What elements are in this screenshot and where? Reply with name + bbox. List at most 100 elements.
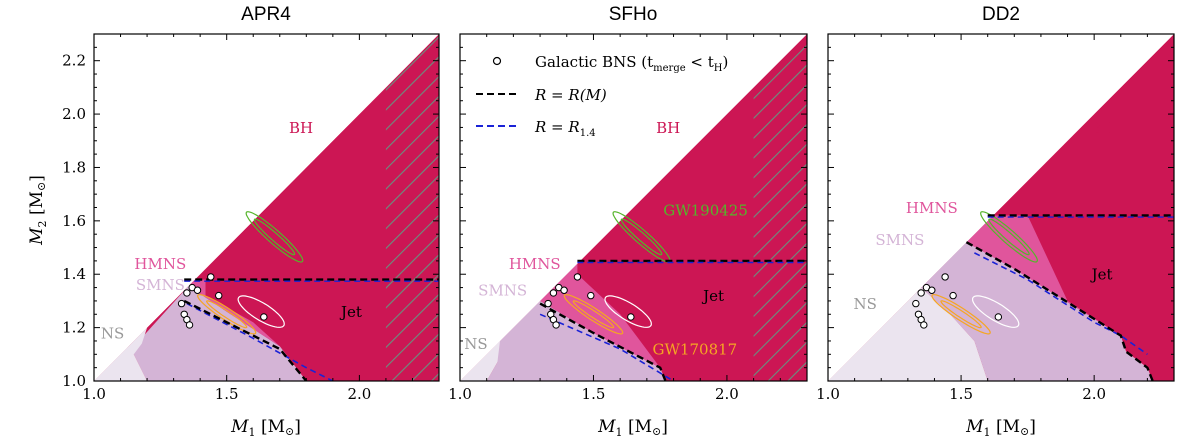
legend: Galactic BNS (tmerge < tH) R = R(M) R = … bbox=[476, 53, 728, 139]
x-tick-label: 1.0 bbox=[816, 385, 840, 403]
x-tick-label: 2.0 bbox=[347, 385, 371, 403]
y-axis-label-sub: 2 bbox=[36, 220, 49, 227]
y-axis-label: M2 [M⊙] bbox=[27, 175, 49, 246]
y-axis-label-unit: [M bbox=[27, 191, 47, 220]
region-label-smns: SMNS bbox=[478, 282, 527, 300]
x-label-main-2: M bbox=[965, 417, 984, 437]
threshold-rm-curve bbox=[965, 241, 1154, 381]
x-axis-label-sfho: M1 [M⊙] bbox=[597, 417, 668, 439]
galactic-bns-point bbox=[183, 289, 191, 297]
annotation-gw170817: GW170817 bbox=[653, 340, 738, 358]
region-label-smns: SMNS bbox=[875, 231, 924, 249]
region-smns bbox=[133, 284, 307, 381]
region-hatch bbox=[753, 34, 807, 381]
gw190425-contour-inner bbox=[620, 218, 663, 256]
gw170817-contour-outer bbox=[931, 293, 991, 335]
annotation-gw190425: GW190425 bbox=[663, 202, 748, 220]
region-label-jet: Jet bbox=[701, 287, 724, 305]
region-label-hmns: HMNS bbox=[509, 255, 561, 273]
x-label-sun-1: ⊙ bbox=[652, 425, 661, 438]
y-tick-label: 1.2 bbox=[62, 319, 86, 337]
region-label-jet: Jet bbox=[1090, 266, 1113, 284]
region-label-smns: SMNS bbox=[136, 276, 185, 294]
x-label-unit-2: [M bbox=[991, 417, 1020, 437]
galactic-bns-point bbox=[215, 291, 223, 300]
galactic-bns-point bbox=[185, 321, 194, 329]
x-label-sub-1: 1 bbox=[616, 426, 623, 439]
galactic-bns-point bbox=[177, 299, 186, 308]
panel-title-apr4: APR4 bbox=[241, 4, 291, 25]
panel-apr4: BH HMNS SMNS NS Jet 1.0 1.5 2.0 1.0 1.2 1.4 1.6 1.8 2… bbox=[62, 33, 440, 403]
y-axis-label-main: M bbox=[27, 227, 47, 246]
region-label-bh: BH bbox=[656, 119, 680, 137]
galactic-bns-point bbox=[544, 299, 552, 308]
region-label-hmns: HMNS bbox=[906, 199, 958, 217]
legend-rm-label: R = R(M) bbox=[534, 86, 607, 104]
x-label-sub-2: 1 bbox=[984, 426, 991, 439]
gw190425-contour-inner bbox=[253, 218, 296, 256]
y-tick-label: 1.0 bbox=[62, 372, 86, 390]
gw190425-contour-outer bbox=[245, 211, 304, 263]
plot-area bbox=[94, 34, 439, 381]
region-forbidden bbox=[460, 34, 807, 381]
x-tick-label: 1.5 bbox=[582, 385, 606, 403]
galactic-bns-point bbox=[994, 313, 1003, 321]
legend-galactic-label: Galactic BNS (tmerge < tH) bbox=[535, 53, 728, 74]
y-tick-label: 1.4 bbox=[62, 265, 86, 283]
x-tick-label: 1.5 bbox=[215, 385, 239, 403]
threshold-r14-line bbox=[186, 302, 334, 381]
region-hatch bbox=[385, 34, 439, 381]
gw190425-contour-outer bbox=[980, 211, 1038, 263]
galactic-bns-point bbox=[941, 273, 949, 281]
region-forbidden bbox=[94, 34, 439, 381]
x-label-close-1: ] bbox=[661, 417, 668, 437]
region-ns bbox=[94, 327, 148, 381]
region-label-hmns: HMNS bbox=[134, 255, 186, 273]
galactic-bns-point bbox=[207, 273, 215, 281]
region-smns bbox=[486, 300, 666, 381]
galactic-bns-point bbox=[920, 321, 928, 329]
x-tick-label: 1.0 bbox=[82, 385, 106, 403]
x-label-sub-0: 1 bbox=[249, 426, 256, 439]
gw190425-contour-inner bbox=[988, 218, 1030, 256]
region-label-jet: Jet bbox=[339, 303, 362, 321]
panel-title-dd2: DD2 bbox=[982, 4, 1020, 25]
galactic-bns-point bbox=[627, 313, 635, 321]
gw190425-contour-outer bbox=[612, 211, 671, 263]
x-label-close-0: ] bbox=[294, 417, 301, 437]
x-axis-label-apr4: M1 [M⊙] bbox=[230, 417, 301, 439]
x-label-sun-2: ⊙ bbox=[1020, 425, 1029, 438]
galactic-bns-point bbox=[573, 273, 582, 281]
galactic-contour bbox=[604, 295, 652, 328]
x-label-close-2: ] bbox=[1029, 417, 1036, 437]
panel-title-sfho: SFHo bbox=[609, 4, 658, 25]
x-tick-label: 2.0 bbox=[1082, 385, 1106, 403]
galactic-contour bbox=[972, 295, 1020, 328]
galactic-bns-point bbox=[560, 286, 568, 294]
x-axis-label-dd2: M1 [M⊙] bbox=[965, 417, 1036, 439]
region-label-ns: NS bbox=[101, 324, 124, 342]
x-tick-label: 2.0 bbox=[715, 385, 739, 403]
y-tick-label: 1.8 bbox=[62, 158, 86, 176]
galactic-bns-point bbox=[260, 313, 268, 321]
y-axis-label-sun: ⊙ bbox=[35, 182, 48, 191]
galactic-bns-point bbox=[949, 291, 957, 300]
x-label-sun-0: ⊙ bbox=[285, 425, 294, 438]
y-tick-label: 2.2 bbox=[62, 52, 86, 70]
threshold-rm-curve bbox=[183, 299, 308, 381]
galactic-bns-point bbox=[587, 291, 595, 300]
region-label-bh: BH bbox=[1090, 119, 1114, 137]
threshold-rm-curve bbox=[539, 302, 667, 381]
galactic-bns-point bbox=[552, 321, 560, 329]
x-label-main-1: M bbox=[597, 417, 616, 437]
region-label-bh: BH bbox=[289, 119, 313, 137]
legend-r14-label: R = R1.4 bbox=[534, 118, 596, 139]
panel-dd2: BH HMNS SMNS NS Jet 1.0 1.5 2.0 bbox=[816, 33, 1175, 403]
x-label-main-0: M bbox=[230, 417, 249, 437]
x-label-unit-0: [M bbox=[256, 417, 285, 437]
legend-galactic-marker bbox=[492, 56, 502, 66]
galactic-bns-point bbox=[917, 289, 925, 297]
galactic-contour bbox=[237, 295, 285, 328]
gw170817-contour-outer bbox=[563, 293, 624, 335]
